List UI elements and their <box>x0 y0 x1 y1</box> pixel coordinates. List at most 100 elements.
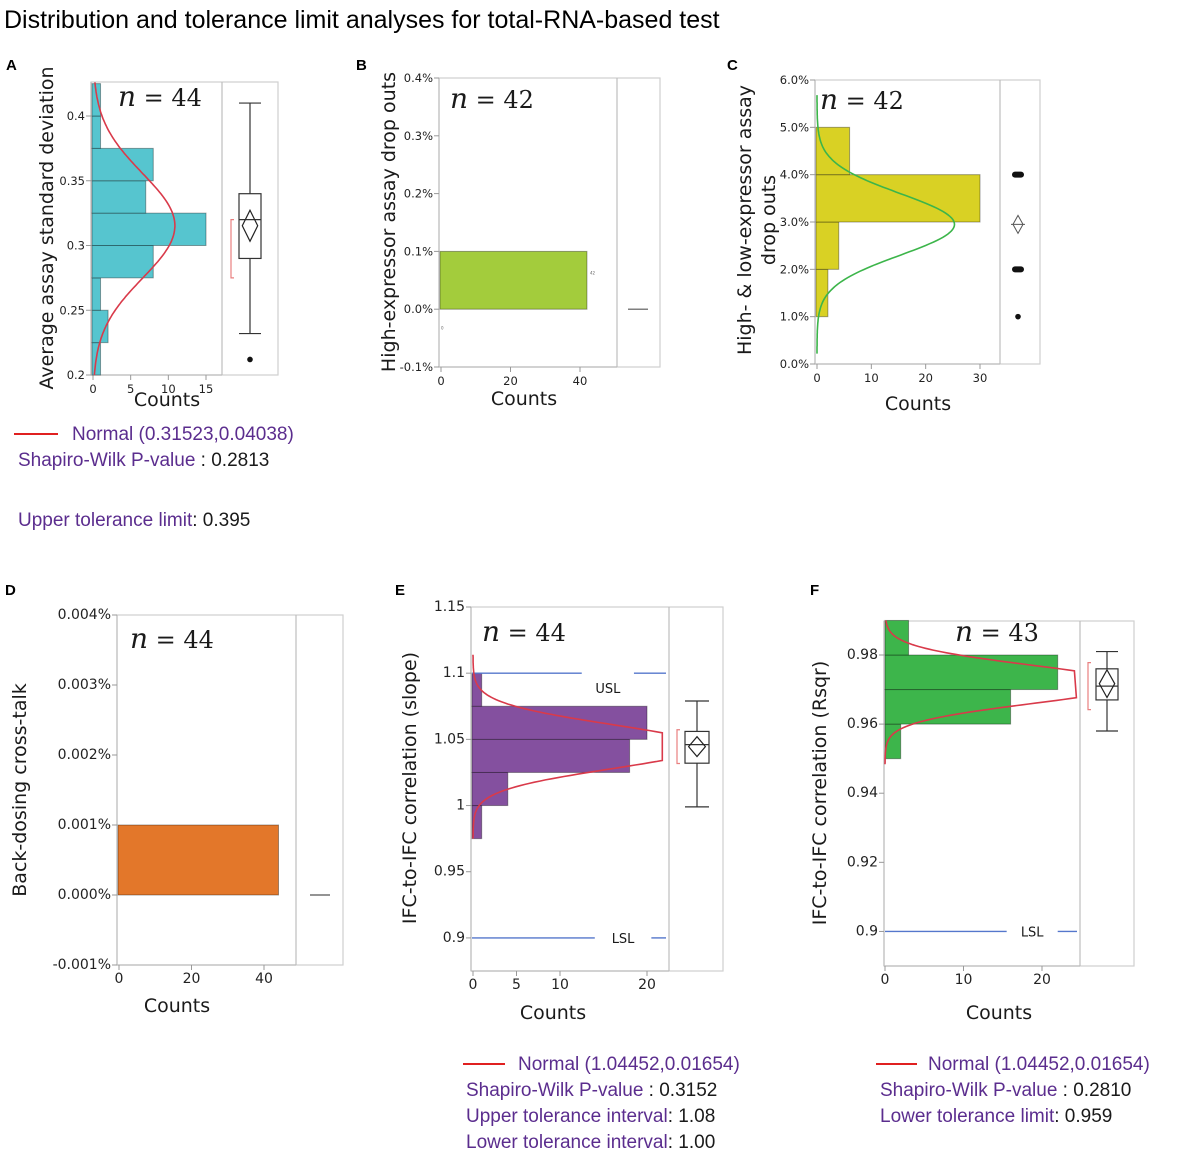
stat-line: Upper tolerance limit: 0.395 <box>18 510 250 531</box>
x-tick-label: 20 <box>638 977 656 993</box>
y-tick-label: 0.0% <box>404 302 433 316</box>
y-tick-label: 0.2 <box>67 368 85 382</box>
stat-line: Lower tolerance limit: 0.959 <box>880 1106 1112 1127</box>
x-tick-label: 5 <box>127 382 134 396</box>
mean-diamond <box>687 735 707 758</box>
stat-name: Shapiro-Wilk P-value <box>466 1080 643 1101</box>
zero-count-label: 0 <box>441 326 444 331</box>
histogram-bar <box>884 689 1012 725</box>
y-tick-label: 0.001% <box>58 817 111 833</box>
y-axis-label: Back-dosing cross-talk <box>9 683 31 896</box>
stat-name: Shapiro-Wilk P-value <box>880 1080 1057 1101</box>
n-value: = 44 <box>148 626 214 654</box>
panel-d: D -0.001% 0.000% 0.001% 0.002% 0.003% 0.004% 0 2… <box>5 582 344 1017</box>
plot-frame <box>116 614 344 966</box>
panel-a: A 0.2 0.25 0.3 0.35 0.4 0 5 10 15 Average assay st… <box>6 57 279 411</box>
n-symbol: n <box>482 615 500 648</box>
y-tick-label: 6.0% <box>780 73 809 87</box>
stats-legend-e: Normal (1.04452,0.01654) Shapiro-Wilk P-v… <box>463 1054 740 1153</box>
histogram-bar <box>471 805 483 840</box>
y-tick-label: 0.3 <box>67 239 85 253</box>
stat-line: Shapiro-Wilk P-value : 0.3152 <box>466 1080 717 1101</box>
x-axis-label: Counts <box>491 388 557 410</box>
x-tick-label: 0 <box>881 972 890 988</box>
n-symbol: n <box>955 615 973 648</box>
y-tick-label: 0.95 <box>434 864 465 880</box>
y-tick-label: 0.92 <box>847 854 878 870</box>
histogram-bar <box>439 250 588 310</box>
y-tick-label: 0.4% <box>404 71 433 85</box>
y-tick-label: 0.002% <box>58 747 111 763</box>
sample-size-label: n = 42 <box>820 83 904 116</box>
n-symbol: n <box>820 83 838 116</box>
y-tick-label: 0.94 <box>847 785 878 801</box>
spec-limit-label-lsl: LSL <box>612 932 635 947</box>
y-tick-label: 0.9 <box>443 930 465 946</box>
plot-frame <box>438 77 661 368</box>
x-axis-label: Counts <box>134 389 200 411</box>
stat-name: Upper tolerance limit <box>18 510 193 531</box>
x-tick-label: 20 <box>918 371 933 385</box>
stat-name: Lower tolerance limit <box>880 1106 1055 1127</box>
histogram-bar <box>91 212 207 246</box>
stat-value: : 0.2810 <box>1057 1080 1131 1101</box>
histogram-bar <box>815 174 981 223</box>
x-tick-label: 0 <box>813 371 820 385</box>
y-axis-label: High- & low-expressor assay <box>734 85 756 355</box>
x-tick-label: 30 <box>973 371 988 385</box>
y-tick-label: 5.0% <box>780 120 809 134</box>
y-tick-label: 0.4 <box>67 109 85 123</box>
histogram-bar <box>471 771 509 807</box>
x-axis-label: Counts <box>144 995 210 1017</box>
histogram-bar <box>884 654 1059 691</box>
x-tick-label: 15 <box>199 382 214 396</box>
spec-limit-label-usl: USL <box>595 682 621 697</box>
normal-fit-curve <box>472 654 664 839</box>
outlier-point <box>247 356 253 363</box>
n-symbol: n <box>130 622 148 655</box>
y-axis-label: IFC-to-IFC correlation (Rsqr) <box>809 661 831 926</box>
x-tick-label: 10 <box>864 371 879 385</box>
stat-value: : 1.00 <box>668 1132 716 1153</box>
histogram-bar <box>91 83 102 117</box>
y-axis-label: Average assay standard deviation <box>36 66 58 389</box>
stat-value: : 0.395 <box>192 510 250 531</box>
x-axis-label: Counts <box>885 393 951 415</box>
y-tick-label: 0.3% <box>404 129 433 143</box>
stat-value: : 0.3152 <box>643 1080 717 1101</box>
x-tick-label: 40 <box>255 971 273 987</box>
histogram-bar <box>117 824 279 896</box>
shortest-half-bracket <box>230 219 234 279</box>
normal-fit-curve <box>816 95 956 354</box>
histogram-bar <box>91 147 154 182</box>
stat-line: Upper tolerance interval: 1.08 <box>466 1106 715 1127</box>
normal-fit-legend-label: Normal (1.04452,0.01654) <box>928 1054 1150 1075</box>
sample-size-label: n = 44 <box>118 80 202 113</box>
stats-legend-a: Normal (0.31523,0.04038) Shapiro-Wilk P-v… <box>14 424 294 531</box>
n-value: = 43 <box>973 619 1039 647</box>
normal-fit-params: Normal (0.31523,0.04038) <box>72 424 294 445</box>
y-tick-label: 1.15 <box>434 599 465 615</box>
boxplot-box <box>238 193 262 260</box>
panel-label: D <box>5 582 16 599</box>
stat-line: Lower tolerance interval: 1.00 <box>466 1132 715 1153</box>
normal-fit-params: Normal (1.04452,0.01654) <box>518 1054 740 1075</box>
shortest-half-bracket <box>676 729 680 765</box>
normal-fit-curve <box>884 620 1078 765</box>
mean-diamond <box>1098 668 1116 699</box>
bar-count-label: 42 <box>590 270 596 275</box>
histogram-bar <box>815 221 840 270</box>
x-tick-label: 10 <box>551 977 569 993</box>
mean-diamond <box>241 208 259 243</box>
x-tick-label: 5 <box>512 977 521 993</box>
y-tick-label: 0.98 <box>847 647 878 663</box>
x-tick-label: 20 <box>1033 972 1051 988</box>
n-symbol: n <box>450 82 468 115</box>
y-tick-label: -0.001% <box>53 957 111 973</box>
n-value: = 42 <box>468 86 534 114</box>
sample-size-label: n = 43 <box>955 615 1039 648</box>
histogram-bar <box>91 245 154 279</box>
data-point <box>1015 313 1021 320</box>
y-tick-label: 1.0% <box>780 310 809 324</box>
